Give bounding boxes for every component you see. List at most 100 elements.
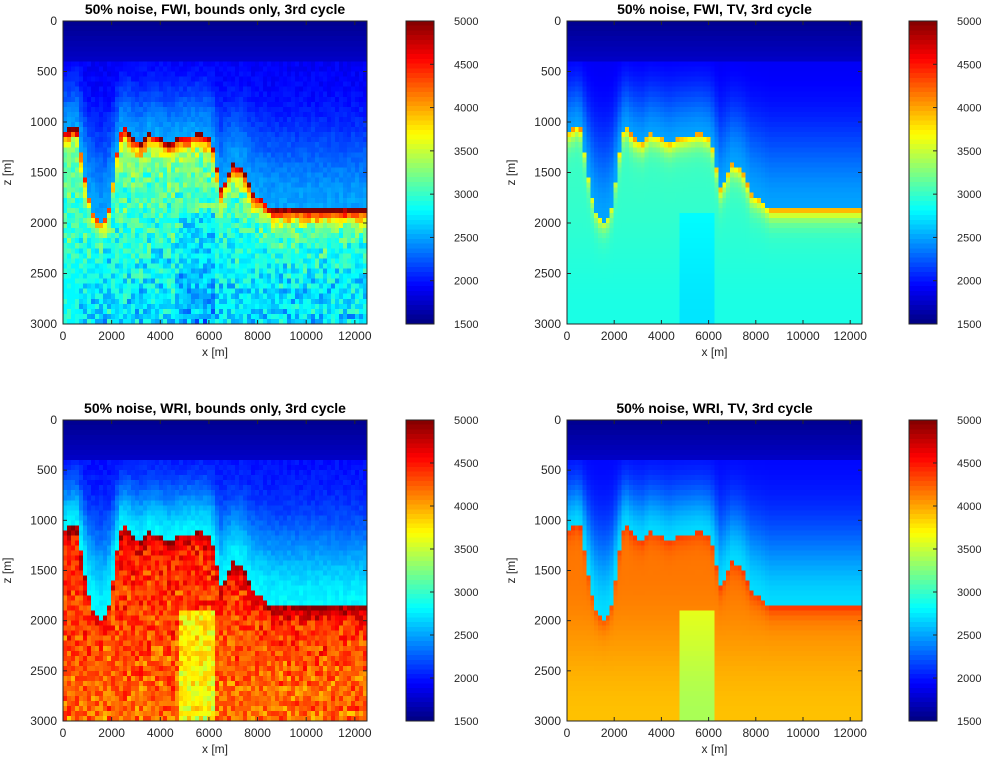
heatmap-cell <box>231 318 236 325</box>
heatmap-cell <box>95 167 100 174</box>
heatmap-cell <box>343 273 348 280</box>
heatmap-cell <box>275 26 280 32</box>
heatmap-cell <box>131 26 136 32</box>
heatmap-cell <box>355 41 360 47</box>
heatmap-cell <box>251 21 256 27</box>
heatmap-cell <box>223 91 228 98</box>
heatmap-cell <box>219 26 224 32</box>
heatmap-cell <box>135 51 140 57</box>
heatmap-cell <box>267 91 272 98</box>
heatmap-cell <box>227 298 232 305</box>
heatmap-cell <box>582 26 588 32</box>
heatmap-cell <box>251 283 256 290</box>
heatmap-cell <box>207 278 212 285</box>
heatmap-cell <box>335 106 340 113</box>
heatmap-cell <box>339 41 344 47</box>
heatmap-cell <box>75 41 80 47</box>
heatmap-cell <box>63 86 68 93</box>
heatmap-cell <box>279 111 284 118</box>
heatmap-cell <box>95 106 100 113</box>
heatmap-cell <box>131 116 136 123</box>
heatmap-cell <box>279 21 284 27</box>
heatmap-cell <box>632 26 638 32</box>
heatmap-cell <box>135 152 140 158</box>
heatmap-cell <box>243 71 248 78</box>
heatmap-cell <box>761 21 766 27</box>
heatmap-cell <box>263 101 268 108</box>
heatmap-cell <box>251 248 256 254</box>
heatmap-cell <box>195 127 200 133</box>
heatmap-cell <box>71 212 76 219</box>
heatmap-cell <box>363 268 368 275</box>
heatmap-cell <box>834 26 840 32</box>
heatmap-cell <box>219 56 224 62</box>
heatmap-cell <box>251 71 256 78</box>
heatmap-cell <box>95 248 100 254</box>
heatmap-cell <box>195 147 200 153</box>
heatmap-cell <box>359 167 364 174</box>
heatmap-cell <box>239 283 244 290</box>
heatmap-cell <box>363 66 368 73</box>
heatmap-cell <box>263 273 268 280</box>
heatmap-cell <box>147 116 152 123</box>
heatmap-cell <box>303 101 308 108</box>
heatmap-cell <box>275 263 280 270</box>
heatmap-cell <box>283 51 288 57</box>
heatmap-cell <box>227 258 232 264</box>
heatmap-cell <box>151 31 156 37</box>
heatmap-cell <box>315 71 320 78</box>
heatmap-cell <box>307 157 312 163</box>
heatmap-cell <box>219 228 224 234</box>
heatmap-cell <box>191 283 196 290</box>
heatmap-cell <box>155 132 160 138</box>
heatmap-cell <box>187 51 192 57</box>
heatmap-cell <box>199 238 204 244</box>
heatmap-cell <box>846 36 851 42</box>
heatmap-cell <box>63 101 68 108</box>
heatmap-cell <box>351 76 356 83</box>
heatmap-cell <box>207 243 212 249</box>
heatmap-cell <box>648 21 653 27</box>
heatmap-cell <box>139 202 144 209</box>
heatmap-cell <box>811 26 817 32</box>
heatmap-cell <box>159 268 164 275</box>
heatmap-cell <box>343 283 348 290</box>
heatmap-cell <box>327 228 332 234</box>
heatmap-cell <box>243 187 248 194</box>
heatmap-cell <box>231 81 236 88</box>
heatmap-cell <box>123 66 128 73</box>
heatmap-cell <box>199 303 204 310</box>
heatmap-cell <box>295 177 300 184</box>
heatmap-cell <box>307 202 312 209</box>
heatmap-cell <box>271 278 276 285</box>
heatmap-cell <box>115 56 120 62</box>
heatmap-cell <box>91 248 96 254</box>
heatmap-cell <box>351 157 356 163</box>
heatmap-cell <box>363 182 368 189</box>
heatmap-cell <box>215 192 220 199</box>
heatmap-cell <box>151 137 156 143</box>
heatmap-cell <box>67 111 72 118</box>
heatmap-cell <box>147 318 152 325</box>
heatmap-cell <box>203 192 208 199</box>
heatmap-cell <box>351 243 356 249</box>
heatmap-cell <box>63 96 68 103</box>
heatmap-cell <box>163 273 168 280</box>
heatmap-cell <box>107 137 112 143</box>
heatmap-cell <box>143 91 148 98</box>
heatmap-cell <box>175 172 180 179</box>
heatmap-cell <box>163 278 168 285</box>
heatmap-cell <box>842 36 848 42</box>
heatmap-cell <box>279 303 284 310</box>
heatmap-cell <box>279 61 284 68</box>
heatmap-cell <box>582 21 588 27</box>
heatmap-cell <box>195 258 200 264</box>
heatmap-cell <box>359 96 364 103</box>
heatmap-cell <box>143 51 148 57</box>
heatmap-cell <box>99 177 104 184</box>
heatmap-cell <box>359 127 364 133</box>
heatmap-cell <box>175 96 180 103</box>
heatmap-cell <box>854 26 859 32</box>
heatmap-cell <box>255 273 260 280</box>
heatmap-cell <box>131 51 136 57</box>
